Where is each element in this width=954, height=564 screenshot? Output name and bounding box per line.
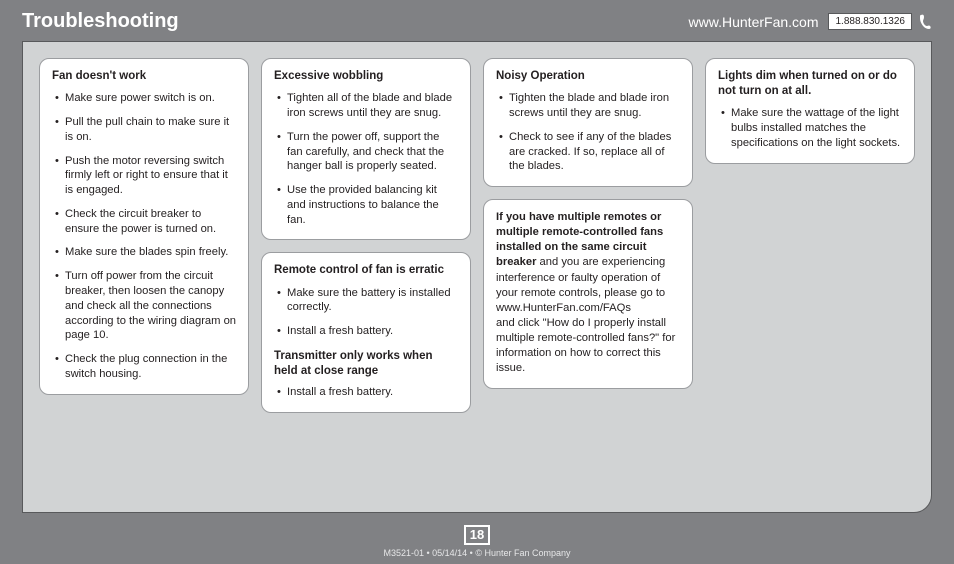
card-title: Lights dim when turned on or do not turn… bbox=[718, 69, 902, 99]
card-fan-doesnt-work: Fan doesn't work Make sure power switch … bbox=[39, 58, 249, 395]
list-item: Push the motor reversing switch firmly l… bbox=[54, 154, 236, 198]
list-item: Check the circuit breaker to ensure the … bbox=[54, 207, 236, 237]
item-list: Make sure the wattage of the light bulbs… bbox=[718, 106, 902, 150]
item-list: Tighten all of the blade and blade iron … bbox=[274, 91, 458, 227]
column-1: Fan doesn't work Make sure power switch … bbox=[39, 58, 249, 498]
copyright-line: M3521-01 • 05/14/14 • © Hunter Fan Compa… bbox=[0, 548, 954, 558]
list-item: Use the provided balancing kit and instr… bbox=[276, 183, 458, 227]
list-item: Make sure the blades spin freely. bbox=[54, 245, 236, 260]
list-item: Make sure the battery is installed corre… bbox=[276, 286, 458, 316]
list-item: Check to see if any of the blades are cr… bbox=[498, 130, 680, 174]
phone-number: 1.888.830.1326 bbox=[828, 13, 912, 30]
phone-icon bbox=[918, 14, 932, 30]
list-item: Install a fresh battery. bbox=[276, 324, 458, 339]
card-excessive-wobbling: Excessive wobbling Tighten all of the bl… bbox=[261, 58, 471, 240]
item-list: Make sure the battery is installed corre… bbox=[274, 286, 458, 339]
faq-link-text: www.HunterFan.com/FAQs bbox=[496, 302, 631, 314]
text: and click "How do I properly install mul… bbox=[496, 317, 675, 374]
list-item: Check the plug connection in the switch … bbox=[54, 352, 236, 382]
list-item: Tighten the blade and blade iron screws … bbox=[498, 91, 680, 121]
card-title: Noisy Operation bbox=[496, 69, 680, 84]
card-lights-dim: Lights dim when turned on or do not turn… bbox=[705, 58, 915, 164]
page-footer: 18 M3521-01 • 05/14/14 • © Hunter Fan Co… bbox=[0, 525, 954, 558]
card-multiple-remotes: If you have multiple remotes or multiple… bbox=[483, 199, 693, 389]
card-title: Fan doesn't work bbox=[52, 69, 236, 84]
item-list: Tighten the blade and blade iron screws … bbox=[496, 91, 680, 174]
list-item: Pull the pull chain to make sure it is o… bbox=[54, 115, 236, 145]
paragraph: If you have multiple remotes or multiple… bbox=[496, 210, 680, 376]
list-item: Make sure power switch is on. bbox=[54, 91, 236, 106]
columns: Fan doesn't work Make sure power switch … bbox=[39, 58, 915, 498]
list-item: Install a fresh battery. bbox=[276, 385, 458, 400]
card-remote-erratic: Remote control of fan is erratic Make su… bbox=[261, 252, 471, 413]
list-item: Make sure the wattage of the light bulbs… bbox=[720, 106, 902, 150]
item-list: Make sure power switch is on. Pull the p… bbox=[52, 91, 236, 382]
list-item: Turn off power from the circuit breaker,… bbox=[54, 269, 236, 343]
list-item: Turn the power off, support the fan care… bbox=[276, 130, 458, 174]
page-number-badge: 18 bbox=[464, 525, 490, 545]
page-header: Troubleshooting www.HunterFan.com 1.888.… bbox=[0, 0, 954, 41]
list-item: Tighten all of the blade and blade iron … bbox=[276, 91, 458, 121]
item-list: Install a fresh battery. bbox=[274, 385, 458, 400]
card-title: Remote control of fan is erratic bbox=[274, 263, 458, 278]
column-3: Noisy Operation Tighten the blade and bl… bbox=[483, 58, 693, 498]
card-noisy-operation: Noisy Operation Tighten the blade and bl… bbox=[483, 58, 693, 187]
column-4: Lights dim when turned on or do not turn… bbox=[705, 58, 915, 498]
card-subhead: Transmitter only works when held at clos… bbox=[274, 349, 458, 379]
card-title: Excessive wobbling bbox=[274, 69, 458, 84]
page-title: Troubleshooting bbox=[22, 10, 689, 33]
content-panel: Fan doesn't work Make sure power switch … bbox=[22, 41, 932, 513]
column-2: Excessive wobbling Tighten all of the bl… bbox=[261, 58, 471, 498]
website-url: www.HunterFan.com bbox=[689, 14, 819, 30]
